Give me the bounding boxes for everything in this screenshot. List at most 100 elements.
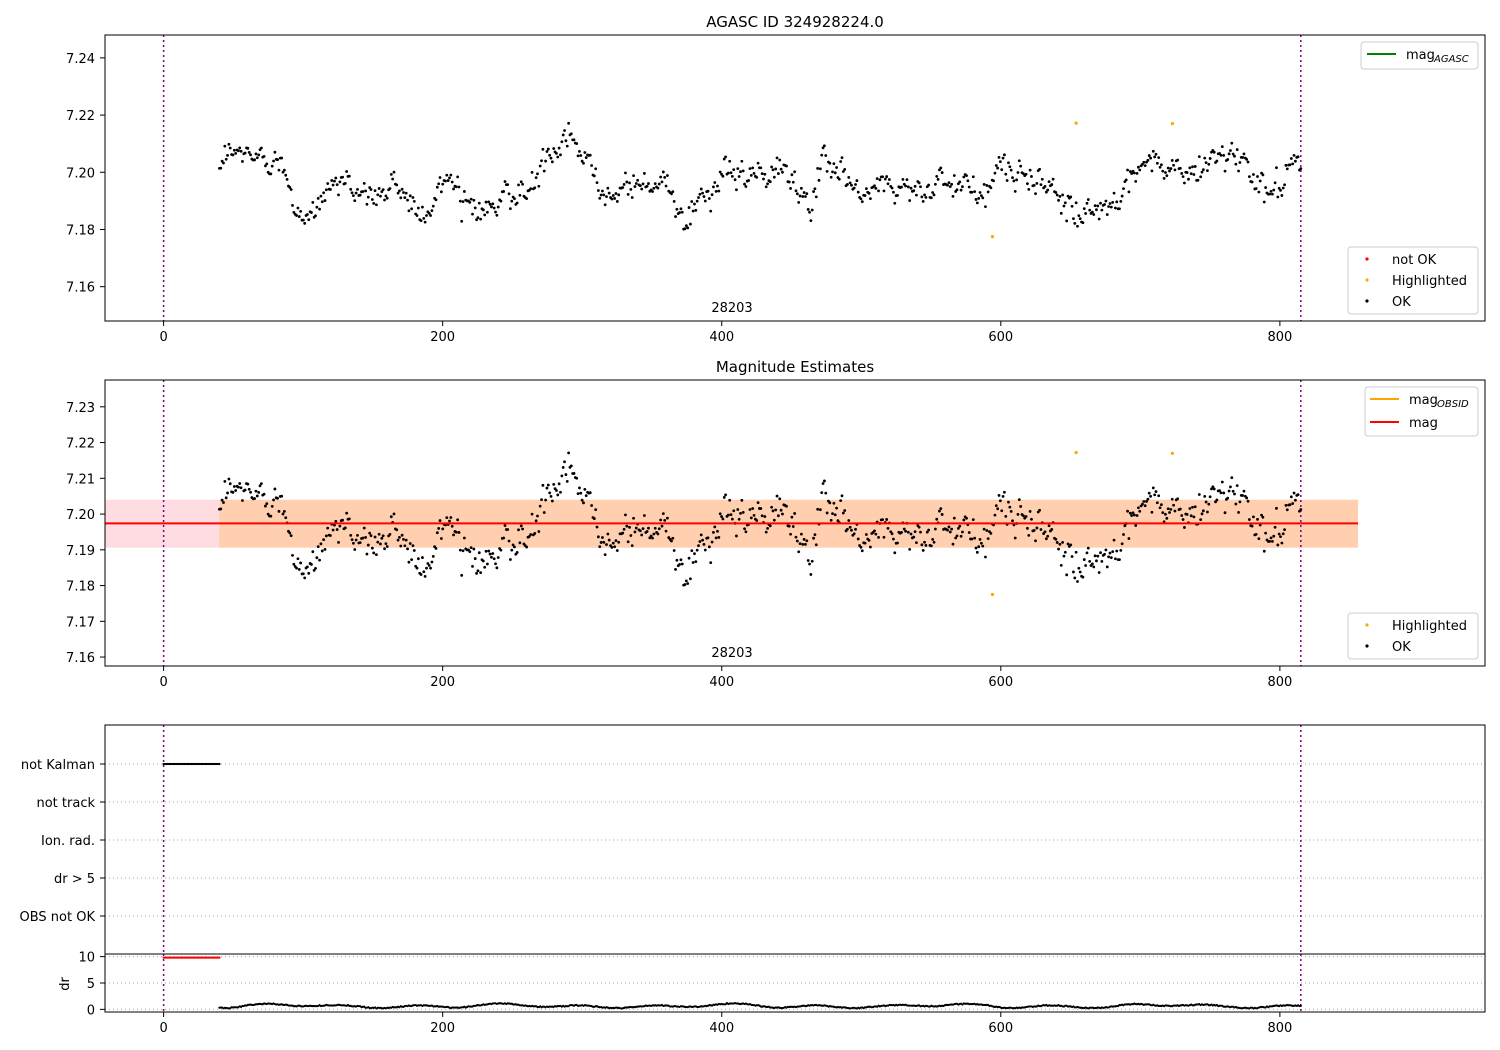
ok-point	[674, 568, 677, 571]
flag-label: not Kalman	[21, 758, 95, 773]
x-tick-label: 400	[709, 675, 734, 690]
ok-point	[422, 217, 426, 220]
ok-point	[1151, 149, 1155, 153]
ok-point	[1277, 186, 1281, 190]
ok-point	[1028, 509, 1032, 513]
ok-point	[356, 534, 359, 537]
ok-point	[446, 179, 450, 182]
ok-point	[1030, 517, 1033, 521]
highlighted-point	[1170, 451, 1175, 455]
ok-point	[779, 508, 783, 512]
ok-point	[1034, 192, 1037, 196]
ok-point	[1007, 500, 1010, 504]
ok-point	[958, 180, 962, 184]
ok-point	[721, 174, 725, 178]
ok-point	[379, 194, 382, 198]
ok-point	[590, 504, 594, 507]
ok-point	[1135, 514, 1139, 517]
ok-point	[380, 190, 384, 194]
ok-point	[929, 544, 933, 548]
ok-point	[893, 551, 897, 555]
ok-point	[634, 182, 638, 185]
ok-point	[349, 187, 353, 191]
ok-point	[1281, 532, 1285, 536]
ok-point	[264, 164, 267, 168]
ok-point	[1234, 502, 1238, 506]
ok-point	[1043, 185, 1047, 188]
ok-point	[503, 524, 507, 527]
ok-point	[1004, 172, 1008, 176]
ok-point	[932, 193, 936, 197]
ok-point	[1021, 514, 1025, 518]
ok-point	[840, 156, 844, 160]
ok-point	[476, 569, 480, 573]
ok-point	[257, 490, 261, 494]
ok-point	[605, 195, 608, 199]
ok-point	[431, 555, 435, 558]
ok-point	[854, 183, 857, 186]
ok-point	[331, 528, 335, 532]
ok-point	[791, 180, 795, 184]
ok-point	[755, 176, 759, 179]
ok-point	[656, 186, 660, 190]
ok-point	[544, 498, 547, 502]
ok-point	[472, 547, 476, 551]
ok-point	[1043, 530, 1047, 534]
ok-point	[494, 562, 497, 566]
ok-point	[299, 561, 303, 565]
panel-agasc-legend-bottom: not OK Highlighted OK	[1347, 246, 1479, 315]
ok-point	[841, 511, 845, 515]
legend-box	[1347, 246, 1479, 315]
ok-point	[913, 184, 917, 188]
ok-point	[521, 182, 524, 186]
panel-flags-axes: not Kalman not track Ion. rad. dr > 5 OBS no…	[20, 758, 105, 925]
ok-point	[277, 509, 281, 513]
ok-point	[1256, 175, 1259, 178]
ok-point	[429, 566, 432, 570]
ok-point	[388, 532, 392, 536]
ok-point	[1001, 156, 1005, 160]
ok-point	[354, 538, 358, 542]
ok-point	[656, 532, 660, 536]
ok-point	[1145, 500, 1148, 503]
ok-point	[437, 527, 441, 530]
ok-point	[712, 185, 715, 189]
ok-point	[381, 188, 385, 192]
ok-point	[994, 504, 998, 508]
panel-magnitude-frame	[104, 379, 1486, 667]
ok-point	[948, 185, 952, 189]
ok-point	[617, 193, 621, 197]
ok-point	[747, 179, 751, 182]
dr-clipped-point	[218, 956, 221, 959]
ok-point	[1099, 551, 1102, 555]
ok-point	[912, 189, 916, 193]
ok-point	[778, 497, 782, 501]
ok-point	[1279, 535, 1282, 539]
ok-point	[249, 153, 252, 157]
ok-point	[762, 177, 765, 181]
ok-point	[305, 565, 309, 569]
ok-point	[1095, 559, 1098, 563]
ok-point	[924, 195, 928, 199]
ok-point	[936, 177, 940, 181]
ok-point	[748, 167, 752, 171]
ok-point	[1223, 169, 1227, 173]
ok-point	[477, 201, 481, 205]
ok-point	[664, 184, 668, 188]
ok-point	[984, 205, 987, 209]
ok-point	[311, 550, 315, 554]
ok-point	[450, 524, 454, 528]
ok-point	[848, 181, 852, 185]
ok-point	[920, 543, 924, 547]
ok-point	[1126, 168, 1129, 172]
ok-point	[320, 200, 324, 204]
ok-point	[744, 185, 748, 188]
ok-point	[892, 537, 895, 541]
ok-point	[548, 491, 552, 495]
ok-point	[583, 487, 587, 491]
ok-point	[1210, 487, 1213, 491]
ok-point	[820, 153, 824, 157]
ok-point	[444, 179, 447, 183]
ok-point	[896, 541, 899, 545]
ok-point	[698, 192, 702, 196]
